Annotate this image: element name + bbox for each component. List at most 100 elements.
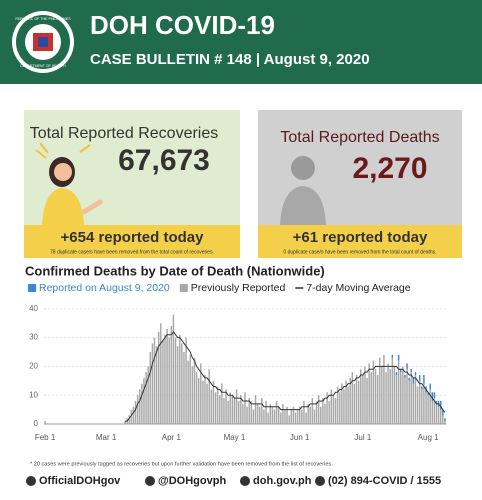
bar (227, 400, 229, 424)
x-tick-label: Jun 1 (290, 433, 310, 442)
bar (357, 380, 360, 424)
y-tick-label: 0 (34, 419, 39, 428)
bar (183, 351, 185, 424)
recoveries-band (24, 225, 240, 258)
bar (349, 377, 351, 424)
bar (355, 375, 358, 424)
bar (326, 392, 328, 424)
bar (410, 372, 413, 424)
bar (298, 406, 301, 424)
bar (143, 377, 145, 424)
bar (366, 377, 368, 424)
bar (170, 326, 173, 424)
bar (248, 398, 250, 424)
x-tick-label: Aug 1 (418, 433, 439, 442)
bar (225, 389, 227, 424)
bar (397, 360, 400, 424)
bar (412, 383, 415, 424)
bar (347, 386, 349, 424)
legend: Reported on August 9, 2020 Previously Rep… (28, 282, 411, 294)
bar (235, 389, 238, 424)
bar (242, 403, 244, 424)
bar (265, 400, 267, 424)
logo-bottom-text: DEPARTMENT OF HEALTH (20, 64, 66, 68)
bar (427, 392, 429, 396)
bar (290, 409, 293, 424)
bar (231, 395, 234, 424)
bar (197, 377, 200, 424)
bar (315, 400, 318, 424)
bar (387, 363, 389, 424)
bar (284, 409, 286, 424)
chart-title: Confirmed Deaths by Date of Death (Natio… (25, 263, 325, 278)
logo-emblem-inner (38, 37, 48, 47)
bar (381, 366, 383, 424)
bar (305, 412, 307, 424)
bar (309, 406, 311, 424)
bar (442, 415, 444, 424)
bar (210, 389, 213, 424)
logo-top-text: REPUBLIC OF THE PHILIPPINES (15, 17, 71, 21)
bar (393, 366, 396, 424)
bar (195, 372, 198, 424)
bar (160, 323, 162, 424)
bar (168, 337, 170, 424)
bar (147, 366, 149, 424)
bar (269, 403, 271, 424)
y-tick-label: 10 (29, 390, 38, 399)
bar (418, 375, 421, 381)
bar (444, 421, 446, 424)
deaths-note: 0 duplicate case/s have been removed fro… (283, 249, 436, 255)
bar (404, 375, 406, 378)
x-tick-label: Apr 1 (162, 433, 182, 442)
bar (385, 372, 387, 424)
deaths-illustration (280, 156, 326, 225)
bar (254, 395, 257, 424)
bar (136, 395, 139, 424)
bar (421, 389, 423, 424)
bar (233, 398, 236, 424)
bar (317, 395, 320, 424)
bar (421, 386, 423, 390)
bar (202, 380, 204, 424)
footer-icons (26, 476, 325, 486)
bar (360, 369, 362, 424)
bar (408, 377, 410, 381)
bar (435, 403, 438, 424)
recoveries-total: 67,673 (118, 144, 210, 177)
footer-hotline: (02) 894-COVID / 1555 (328, 475, 441, 487)
bar (406, 363, 408, 370)
bar (431, 392, 434, 401)
bar (214, 392, 217, 424)
bar (328, 400, 330, 424)
bar (258, 406, 261, 424)
bar (395, 372, 398, 376)
bar (275, 400, 278, 424)
bar (162, 340, 164, 424)
recoveries-illustration (35, 142, 103, 225)
footnote: * 20 cases were previously tagged as rec… (30, 461, 333, 467)
bar (440, 409, 442, 424)
bar (416, 386, 419, 424)
header-band (0, 0, 482, 84)
header-title: DOH COVID-19 (90, 10, 275, 40)
moving-average-line (125, 330, 446, 422)
bar (442, 409, 444, 416)
bar (280, 412, 282, 424)
bar (250, 400, 253, 424)
bar (252, 409, 255, 424)
bar (437, 406, 440, 424)
bar (208, 369, 210, 424)
bar (429, 383, 431, 390)
x-tick-label: Mar 1 (96, 433, 117, 442)
bar (364, 366, 366, 424)
bar (288, 415, 290, 424)
bar (307, 403, 309, 424)
bar (157, 331, 160, 424)
bar (179, 334, 181, 424)
bar (368, 363, 370, 424)
bar (395, 375, 398, 424)
bar (334, 398, 337, 424)
